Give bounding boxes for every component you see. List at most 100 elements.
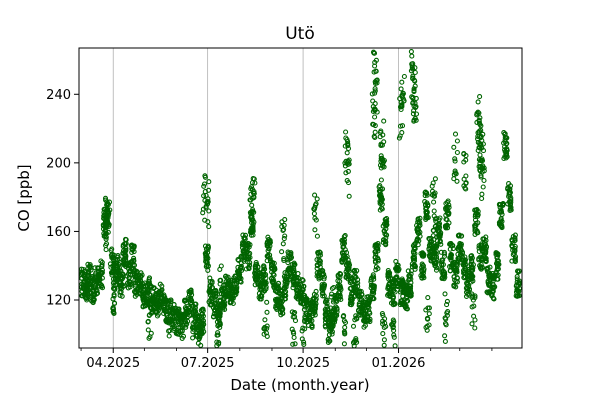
data-point [411, 89, 417, 95]
data-point [425, 295, 431, 301]
data-point [380, 318, 386, 324]
data-point [145, 281, 151, 287]
data-point [479, 164, 485, 170]
data-point [312, 227, 318, 233]
data-point [473, 220, 479, 226]
data-point [309, 318, 315, 324]
data-point [424, 327, 430, 333]
data-point [200, 206, 206, 212]
data-point [282, 296, 288, 302]
data-point [179, 328, 185, 334]
y-tick-label: 120 [46, 294, 71, 309]
data-point [454, 178, 460, 184]
data-point [322, 307, 328, 313]
data-point [468, 273, 474, 279]
data-point [493, 250, 499, 256]
data-point [261, 326, 267, 332]
data-point [461, 270, 467, 276]
data-point [214, 332, 220, 338]
data-point [475, 99, 481, 105]
data-point [455, 251, 461, 257]
data-point [145, 298, 151, 304]
data-point [138, 274, 144, 280]
data-point [437, 239, 443, 245]
data-point [348, 298, 354, 304]
data-point [393, 276, 399, 282]
data-point [227, 284, 234, 291]
data-point [378, 177, 384, 183]
data-point [380, 163, 386, 169]
data-point [490, 289, 496, 295]
data-point [495, 266, 501, 272]
data-point [292, 341, 298, 347]
data-point [375, 258, 381, 264]
data-point [483, 258, 489, 264]
data-point [408, 283, 414, 289]
data-point [473, 222, 479, 229]
data-point [479, 156, 485, 162]
data-point [105, 220, 111, 226]
data-point [397, 123, 404, 129]
data-point [384, 232, 390, 238]
data-point [442, 333, 448, 339]
data-point [319, 272, 325, 278]
data-point [202, 250, 208, 256]
data-point [370, 49, 377, 55]
data-point [476, 118, 482, 124]
data-point [328, 328, 334, 334]
data-point [131, 243, 137, 249]
data-point [121, 258, 127, 264]
data-point [408, 280, 414, 286]
data-point [101, 206, 107, 212]
data-point [204, 201, 211, 207]
data-point [372, 88, 378, 94]
data-point [465, 281, 471, 287]
data-point [343, 250, 350, 256]
x-axis-label: Date (month.year) [230, 376, 369, 394]
data-point [398, 106, 404, 113]
data-point [249, 209, 255, 215]
data-point [288, 250, 294, 256]
data-point [292, 309, 298, 316]
data-point [262, 317, 268, 323]
data-point [282, 233, 288, 239]
data-point [201, 183, 207, 189]
data-point [225, 274, 231, 280]
x-tick-label: 07.2025 [181, 356, 235, 371]
data-point [346, 268, 352, 274]
data-point [110, 306, 117, 312]
data-point [325, 306, 331, 312]
data-point [110, 296, 116, 302]
data-point [501, 130, 507, 136]
data-point [272, 283, 278, 289]
data-point [342, 330, 348, 336]
x-tick-label: 10.2025 [276, 356, 330, 371]
data-point [448, 240, 454, 247]
data-point [115, 254, 121, 260]
data-point [412, 69, 418, 76]
data-point [316, 257, 322, 263]
data-point [123, 237, 129, 243]
data-point [408, 290, 414, 296]
data-point [132, 267, 138, 273]
data-point [145, 318, 151, 324]
data-point [214, 312, 220, 319]
data-point [454, 138, 460, 144]
data-point [295, 278, 301, 284]
data-point [512, 259, 518, 265]
data-point [424, 215, 430, 221]
data-point [216, 316, 222, 322]
data-point [291, 260, 297, 266]
data-point [335, 278, 341, 284]
data-point [515, 288, 521, 294]
data-point [380, 132, 386, 138]
data-point [123, 247, 129, 253]
data-point [426, 311, 432, 317]
data-point [423, 206, 429, 212]
data-point [470, 267, 476, 273]
data-point [514, 282, 520, 288]
data-point [429, 183, 435, 189]
data-point [201, 181, 208, 187]
data-point [379, 142, 385, 148]
